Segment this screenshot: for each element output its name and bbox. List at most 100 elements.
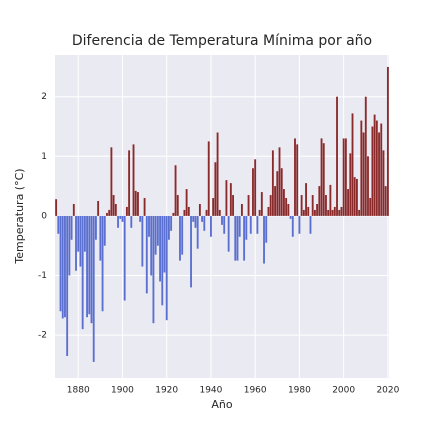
bar xyxy=(216,132,219,216)
bar xyxy=(103,215,106,246)
bar xyxy=(236,215,239,261)
bar xyxy=(156,215,159,246)
bar xyxy=(161,215,164,306)
bar xyxy=(340,206,343,216)
bar xyxy=(256,215,259,234)
bar xyxy=(331,209,334,216)
bar xyxy=(179,215,181,261)
bar xyxy=(380,123,383,216)
bar xyxy=(243,215,246,261)
bar xyxy=(61,215,64,319)
bar xyxy=(134,190,137,216)
bar xyxy=(316,203,319,216)
chart-title: Diferencia de Temperatura Mínima por año xyxy=(72,33,372,49)
bar xyxy=(294,138,296,216)
bar xyxy=(333,206,336,216)
bar xyxy=(159,215,161,282)
x-tick-label: 1980 xyxy=(288,386,311,396)
bar xyxy=(181,215,184,255)
y-tick-label: -2 xyxy=(38,331,47,341)
bar xyxy=(64,215,66,318)
bar xyxy=(358,209,361,216)
bar xyxy=(101,215,104,312)
bar xyxy=(227,215,230,252)
bar xyxy=(207,141,210,216)
bar xyxy=(325,195,327,216)
bar xyxy=(108,209,111,216)
bar xyxy=(238,215,241,237)
bar xyxy=(75,215,77,271)
bar xyxy=(367,156,369,216)
bar xyxy=(201,215,204,222)
bar xyxy=(106,212,108,216)
bar xyxy=(344,138,347,216)
bar xyxy=(382,150,385,216)
x-tick-label: 2020 xyxy=(376,386,399,396)
y-tick-label: 0 xyxy=(41,211,47,221)
bar xyxy=(223,215,226,234)
bar xyxy=(225,180,228,216)
bar xyxy=(278,147,281,216)
x-tick-label: 2000 xyxy=(332,386,355,396)
bar xyxy=(97,201,100,216)
bar xyxy=(338,209,341,216)
bar xyxy=(123,215,126,301)
bar xyxy=(347,189,350,216)
bar xyxy=(240,203,243,216)
bar xyxy=(66,215,69,356)
bar xyxy=(170,215,173,231)
bar xyxy=(260,192,263,216)
bar xyxy=(154,215,157,255)
bar xyxy=(322,143,325,216)
bar xyxy=(214,162,217,216)
bar xyxy=(378,132,380,216)
bar xyxy=(70,215,73,240)
bar xyxy=(148,215,150,237)
bar xyxy=(329,184,332,216)
bar xyxy=(305,183,307,216)
bar xyxy=(94,215,97,240)
bar xyxy=(163,215,166,273)
bar xyxy=(205,209,208,216)
bar xyxy=(192,215,195,222)
bar xyxy=(287,203,290,216)
bar xyxy=(88,215,91,315)
bar xyxy=(221,215,223,225)
bar xyxy=(300,195,303,216)
bar xyxy=(59,215,62,312)
bar xyxy=(128,150,131,216)
bar xyxy=(375,120,378,216)
y-tick-label: -1 xyxy=(38,271,47,281)
bar xyxy=(364,96,367,216)
y-tick-label: 2 xyxy=(41,92,47,102)
bar xyxy=(99,215,102,261)
bar xyxy=(298,215,301,234)
bar xyxy=(360,120,363,216)
bar xyxy=(183,209,186,216)
bar xyxy=(355,178,358,216)
bar xyxy=(137,192,139,216)
bar xyxy=(267,206,270,216)
bar xyxy=(336,96,338,216)
bar xyxy=(210,215,212,237)
bar xyxy=(139,215,142,222)
bar xyxy=(274,186,277,216)
bar xyxy=(167,215,170,240)
x-tick-label: 1900 xyxy=(111,386,134,396)
bar xyxy=(86,215,89,318)
bar xyxy=(269,195,272,216)
bar xyxy=(152,215,155,324)
bar xyxy=(194,215,197,228)
bar xyxy=(187,206,190,216)
bar xyxy=(252,168,254,216)
bar xyxy=(285,198,288,216)
bar xyxy=(203,215,206,231)
bar xyxy=(143,198,146,216)
bar xyxy=(283,189,285,216)
bar xyxy=(245,215,248,240)
bar xyxy=(141,215,144,267)
x-tick-label: 1920 xyxy=(155,386,178,396)
bar xyxy=(218,209,221,216)
bar xyxy=(110,147,113,216)
bar xyxy=(373,114,376,216)
